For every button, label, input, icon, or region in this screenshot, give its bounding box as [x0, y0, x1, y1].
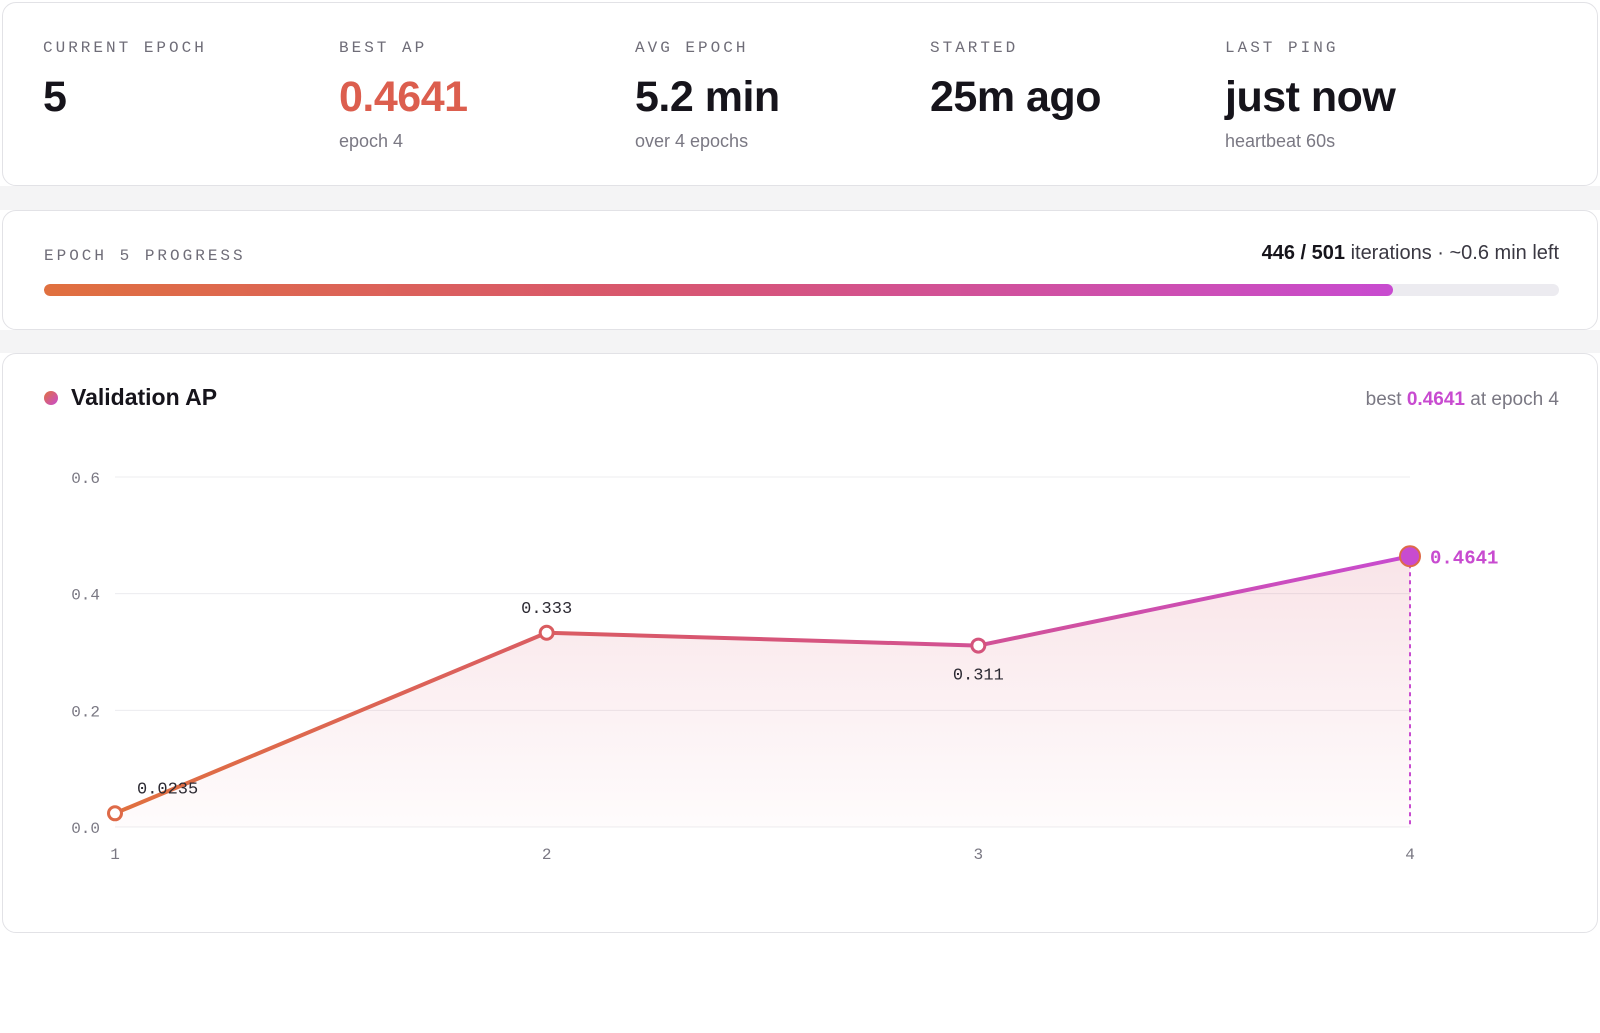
data-point-best [1399, 545, 1421, 568]
stat-label: BEST AP [339, 39, 428, 57]
stat-sub: over 4 epochs [635, 131, 749, 151]
progress-unit: iterations [1350, 242, 1432, 264]
progress-total: 501 [1311, 242, 1345, 264]
stat-value: 5.2 min [635, 73, 780, 121]
stat-sub: heartbeat 60s [1225, 131, 1336, 151]
best-suffix: at epoch 4 [1470, 389, 1559, 410]
legend-dot-icon [44, 390, 58, 405]
series-line [113, 554, 1412, 816]
data-label: 0.311 [953, 667, 1004, 686]
progress-text: 446 / 501 iterations · ~0.6 min left [1261, 242, 1559, 264]
data-label: 0.0235 [137, 780, 198, 799]
stat-label: STARTED [930, 39, 1019, 57]
data-point [970, 637, 987, 654]
stats-card: CURRENT EPOCH 5 BEST AP 0.4641 epoch 4 A… [2, 2, 1598, 186]
stat-label: CURRENT EPOCH [43, 39, 207, 57]
stat-value: 25m ago [930, 73, 1101, 121]
stat-label: LAST PING [1225, 39, 1339, 57]
data-label: 0.333 [521, 600, 572, 619]
point-layer [107, 545, 1421, 822]
best-prefix: best [1365, 389, 1402, 410]
x-tick-label: 1 [110, 846, 120, 864]
progress-eta: · ~0.6 min left [1437, 242, 1559, 264]
validation-ap-chart: 0.0 0.2 0.4 0.6 1 2 3 4 0.0235 0.333 0.311 0.4641 [71, 470, 1498, 864]
line-layer [113, 554, 1412, 827]
chart-header: Validation AP [44, 384, 217, 411]
progress-bar-fill [44, 284, 1393, 296]
x-tick-label: 3 [974, 846, 984, 864]
chart-title: Validation AP [71, 384, 218, 410]
progress-label: EPOCH 5 PROGRESS [44, 247, 246, 265]
chart-card: Validation AP best 0.4641 at epoch 4 0.0… [2, 353, 1598, 933]
progress-bar [44, 284, 1559, 296]
data-point [107, 805, 123, 822]
data-label: 0.4641 [1430, 547, 1498, 569]
stat-label: AVG EPOCH [635, 39, 749, 57]
y-tick-label: 0.4 [71, 587, 100, 605]
y-tick-label: 0.6 [71, 470, 100, 488]
progress-current: 446 [1261, 242, 1295, 264]
label-layer: 0.0235 0.333 0.311 0.4641 [137, 547, 1498, 799]
stat-value: just now [1225, 73, 1396, 121]
stat-value: 0.4641 [339, 73, 468, 121]
y-tick-label: 0.2 [71, 703, 100, 721]
x-tick-label: 2 [542, 846, 552, 864]
stat-sub: epoch 4 [339, 131, 404, 151]
chart-best-summary: best 0.4641 at epoch 4 [1366, 389, 1559, 411]
x-tick-label: 4 [1405, 846, 1415, 864]
stat-value: 5 [43, 73, 67, 121]
progress-card: EPOCH 5 PROGRESS 446 / 501 iterations · … [2, 210, 1598, 330]
data-point [538, 624, 555, 641]
best-value: 0.4641 [1406, 389, 1465, 410]
y-tick-label: 0.0 [71, 820, 100, 838]
